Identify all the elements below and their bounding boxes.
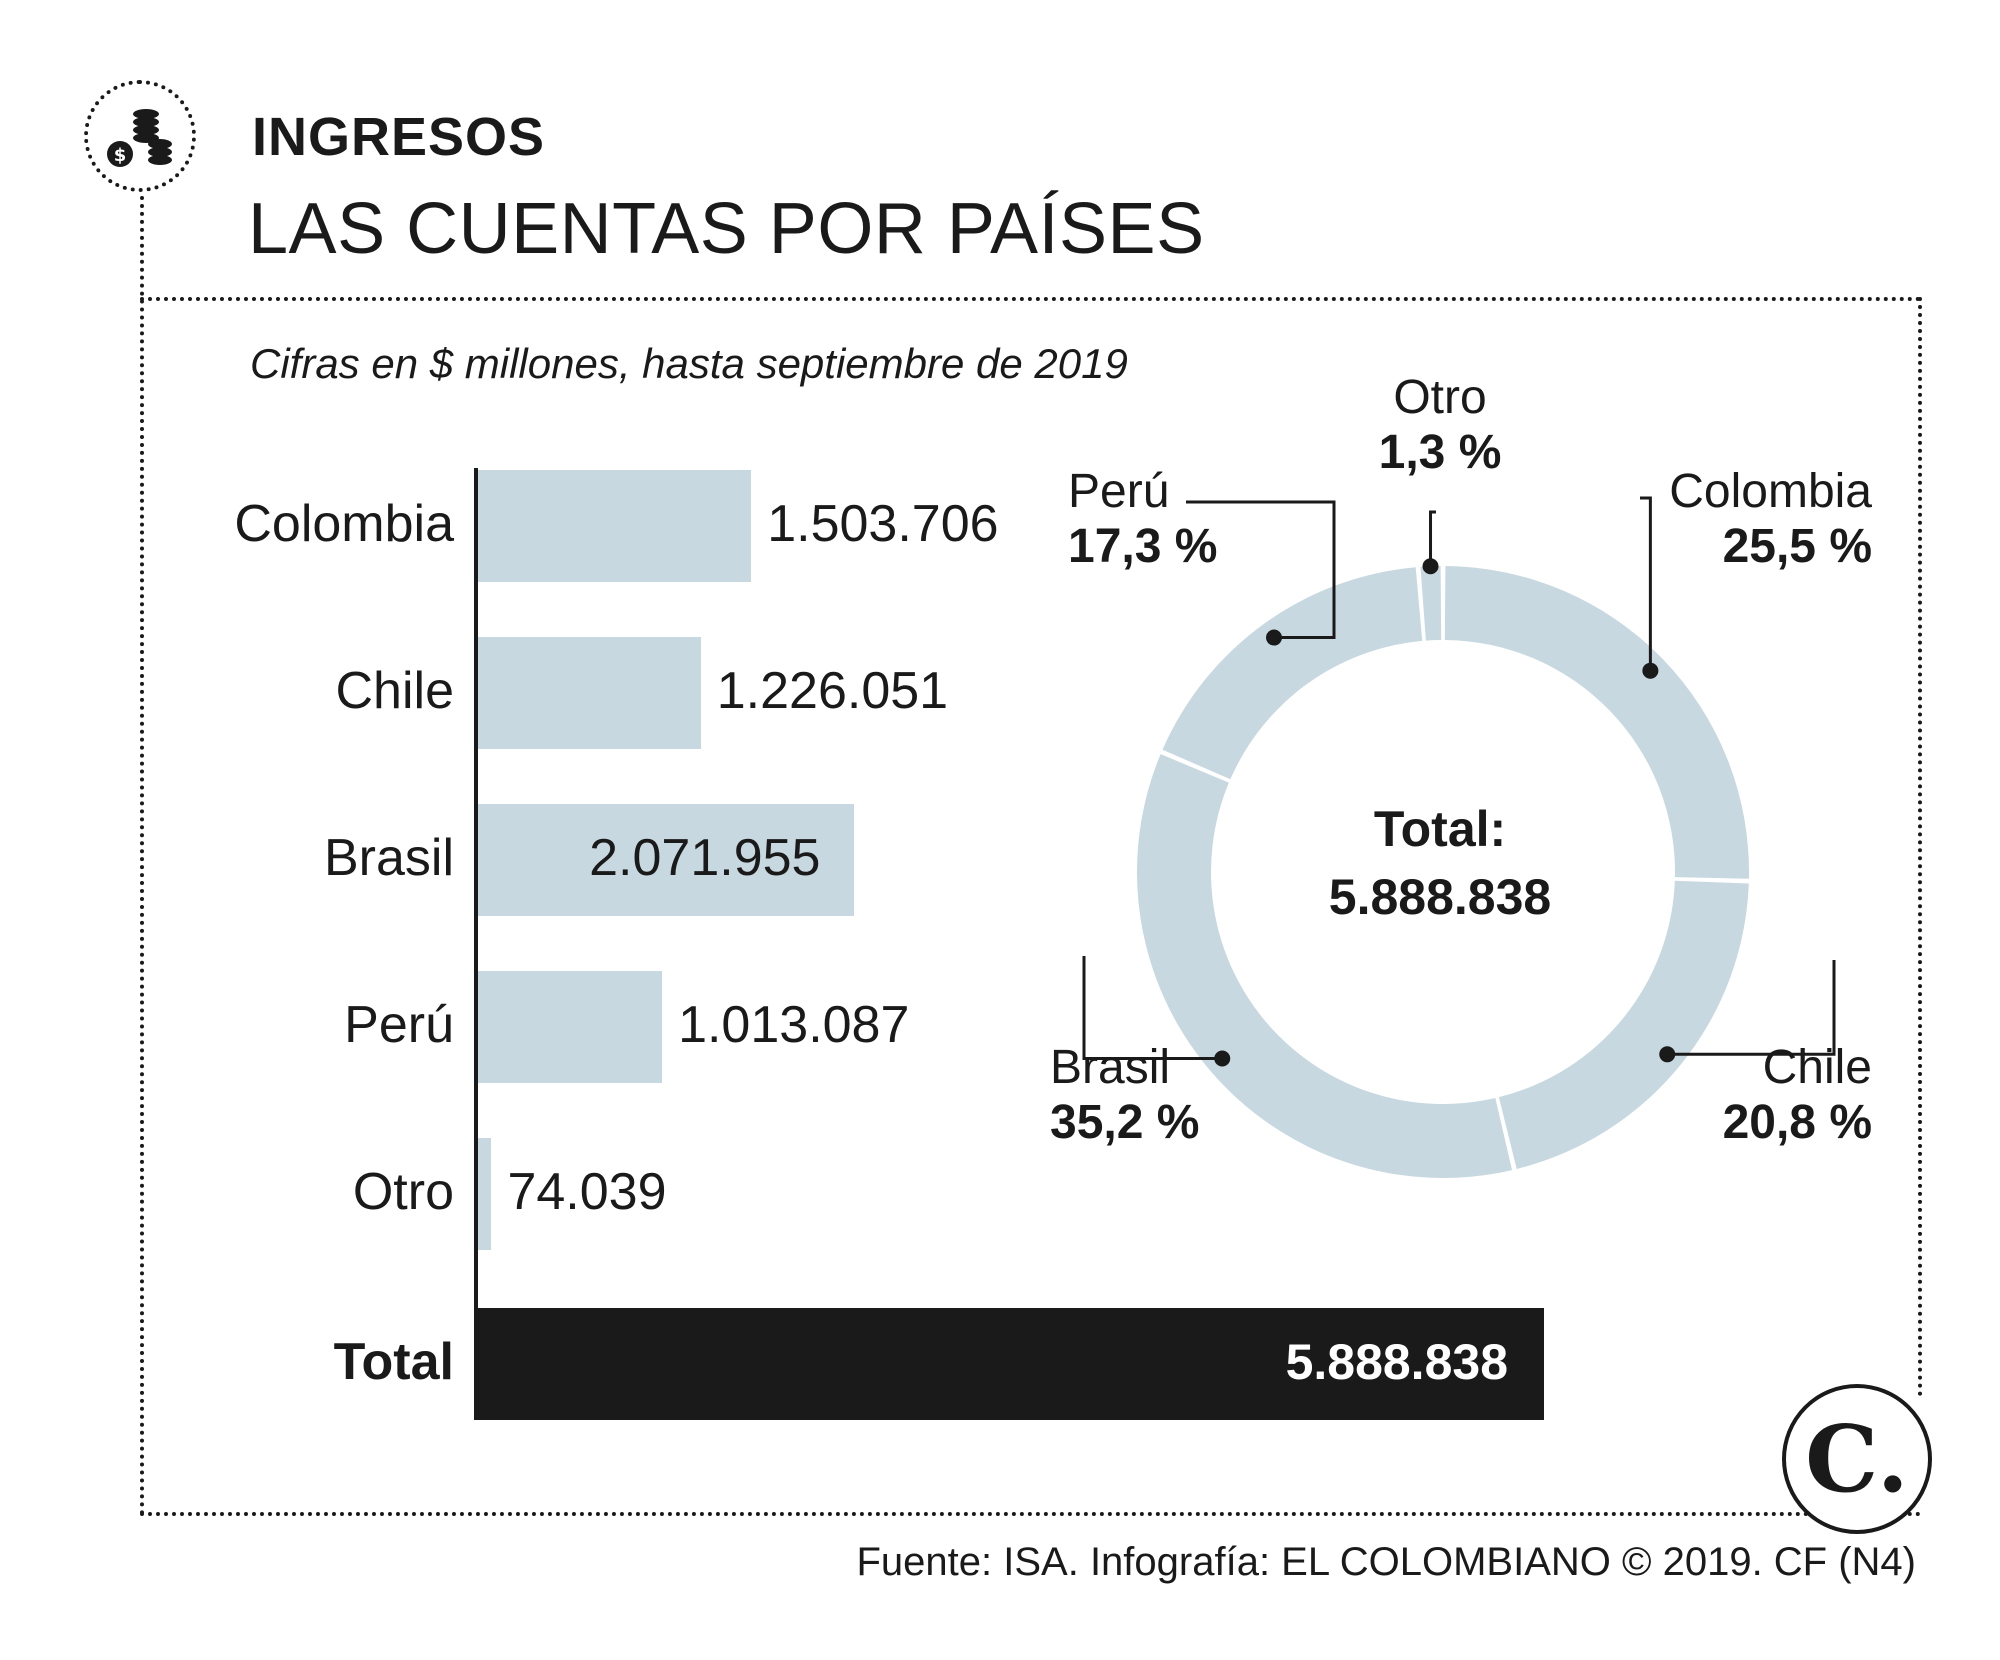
kicker: INGRESOS <box>252 107 546 167</box>
slice-label-perú: Perú 17,3 % <box>1068 464 1217 574</box>
category-label: Perú <box>344 996 454 1054</box>
bar-colombia <box>478 470 752 582</box>
leader-dot-colombia <box>1642 662 1659 679</box>
value-label: 1.013.087 <box>678 996 910 1054</box>
donut-center-value: 5.888.838 <box>1328 869 1552 925</box>
donut-slice-chile <box>1498 880 1749 1169</box>
leader-line-colombia <box>1640 496 1652 671</box>
frame-left <box>140 196 144 1516</box>
source-note: Fuente: ISA. Infografía: EL COLOMBIANO ©… <box>856 1540 1916 1584</box>
slice-label-chile: Chile 20,8 % <box>1723 1040 1872 1150</box>
slice-label-otro: Otro 1,3 % <box>1290 370 1590 480</box>
category-label: Chile <box>335 662 455 720</box>
slice-name: Colombia <box>1669 465 1872 518</box>
leader-dot-perú <box>1266 629 1283 646</box>
logo-letter: C. <box>1805 1405 1909 1513</box>
bar-brasil <box>478 804 855 916</box>
slice-percent: 35,2 % <box>1050 1096 1200 1149</box>
donut-slice-perú <box>1162 567 1423 780</box>
leader-line-otro <box>1429 510 1436 567</box>
slice-name: Otro <box>1393 371 1487 424</box>
leader-dot-brasil <box>1214 1050 1231 1067</box>
slice-name: Chile <box>1762 1041 1872 1094</box>
slice-percent: 25,5 % <box>1722 520 1872 573</box>
subtitle: Cifras en $ millones, hasta septiembre d… <box>250 340 1128 387</box>
leader-dot-chile <box>1659 1046 1676 1063</box>
donut-slice-brasil <box>1137 754 1513 1178</box>
bar-total <box>474 1308 1544 1420</box>
slice-percent: 17,3 % <box>1068 520 1218 573</box>
total-value: 5.888.838 <box>1285 1334 1508 1390</box>
bar-perú <box>478 971 663 1083</box>
leader-line-perú <box>1186 500 1336 640</box>
leader-dot-otro <box>1422 558 1439 575</box>
slice-name: Perú <box>1068 465 1170 518</box>
svg-text:$: $ <box>114 145 127 166</box>
category-label: Colombia <box>234 495 454 553</box>
value-label: 74.039 <box>507 1163 667 1221</box>
donut-slice-colombia <box>1444 566 1750 879</box>
donut-center-title: Total: <box>1373 801 1507 857</box>
slice-percent: 1,3 % <box>1378 426 1502 479</box>
value-label: 1.226.051 <box>716 662 949 720</box>
leader-line-chile <box>1667 960 1836 1056</box>
coins-icon: $ <box>84 80 196 192</box>
slice-name: Brasil <box>1050 1041 1171 1094</box>
donut-slice-otro <box>1420 566 1442 641</box>
total-label: Total <box>333 1333 454 1391</box>
bar-chile <box>478 637 701 749</box>
category-label: Otro <box>352 1163 454 1221</box>
value-label: 2.071.955 <box>589 829 821 887</box>
category-label: Brasil <box>323 829 454 887</box>
slice-label-brasil: Brasil 35,2 % <box>1050 1040 1199 1150</box>
leader-line-brasil <box>1082 956 1223 1060</box>
frame-right <box>1918 297 1922 1397</box>
frame-top <box>140 297 1922 301</box>
el-colombiano-logo: C. <box>1782 1384 1932 1534</box>
slice-label-colombia: Colombia 25,5 % <box>1669 464 1872 574</box>
frame-bottom <box>140 1512 1922 1516</box>
slice-percent: 20,8 % <box>1722 1096 1872 1149</box>
bar-otro <box>478 1138 492 1250</box>
value-label: 1.503.706 <box>767 495 999 553</box>
page-title: LAS CUENTAS POR PAÍSES <box>248 189 1205 269</box>
bar-axis <box>474 468 478 1414</box>
